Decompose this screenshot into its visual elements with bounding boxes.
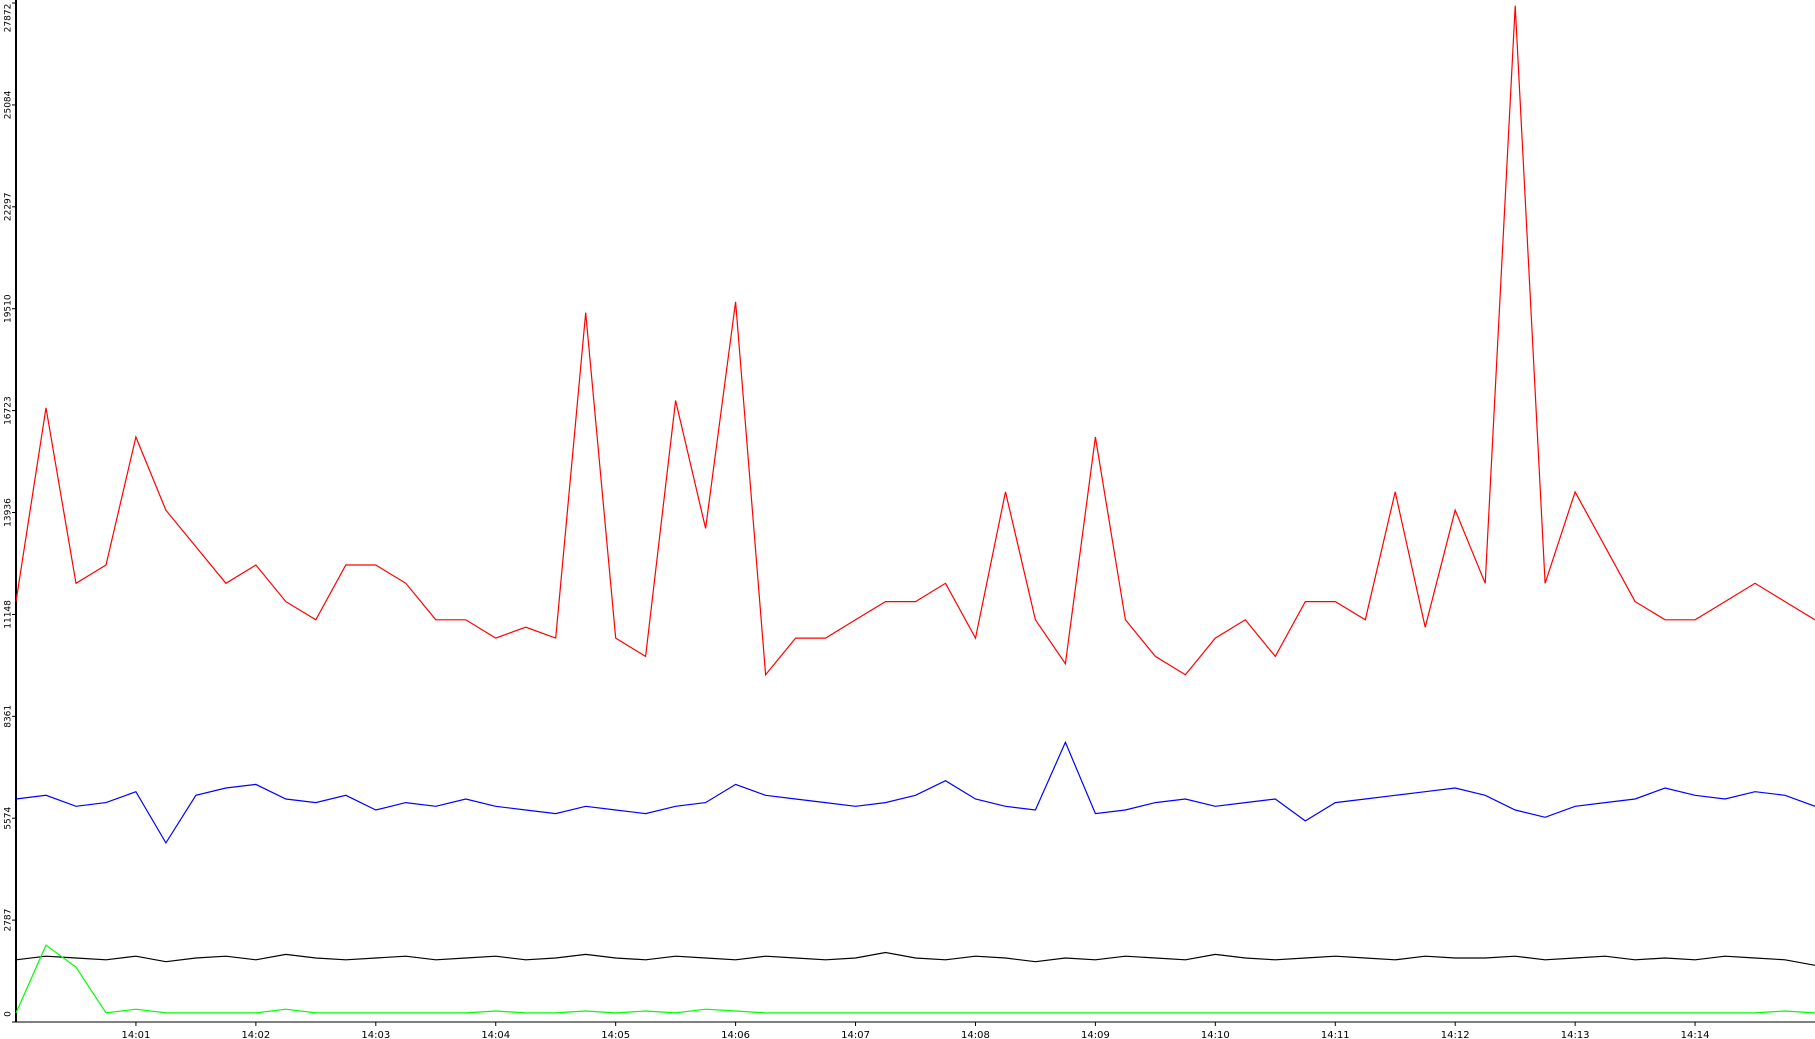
x-tick-label: 14:02 xyxy=(241,1030,270,1039)
y-tick-label: 27872 xyxy=(4,4,14,33)
x-tick-label: 14:08 xyxy=(961,1030,990,1039)
y-tick-label: 8361 xyxy=(4,705,14,728)
x-tick-label: 14:11 xyxy=(1321,1030,1350,1039)
x-tick-label: 14:06 xyxy=(721,1030,750,1039)
x-tick-label: 14:05 xyxy=(601,1030,630,1039)
x-tick-label: 14:01 xyxy=(122,1030,151,1039)
x-tick-label: 14:04 xyxy=(481,1030,510,1039)
x-tick-label: 14:14 xyxy=(1681,1030,1710,1039)
y-tick-label: 25084 xyxy=(4,90,14,119)
series-line xyxy=(15,944,1815,1014)
series-line xyxy=(15,5,1815,677)
y-tick-label: 16723 xyxy=(4,396,14,425)
series-line xyxy=(15,951,1815,966)
y-tick-label: 0 xyxy=(4,1011,14,1017)
y-tick-label: 5574 xyxy=(4,806,14,829)
y-tick-label: 2787 xyxy=(4,909,14,932)
x-tick-label: 14:10 xyxy=(1201,1030,1230,1039)
x-tick-label: 14:07 xyxy=(841,1030,870,1039)
y-tick-label: 11148 xyxy=(4,600,14,629)
series-line xyxy=(15,740,1815,845)
y-tick-label: 19510 xyxy=(4,294,14,323)
x-tick-label: 14:13 xyxy=(1561,1030,1590,1039)
y-tick-label: 13936 xyxy=(4,498,14,527)
x-tick-label: 14:12 xyxy=(1441,1030,1470,1039)
x-tick-label: 14:09 xyxy=(1081,1030,1110,1039)
x-tick-label: 14:03 xyxy=(361,1030,390,1039)
y-tick-label: 22297 xyxy=(4,193,14,222)
